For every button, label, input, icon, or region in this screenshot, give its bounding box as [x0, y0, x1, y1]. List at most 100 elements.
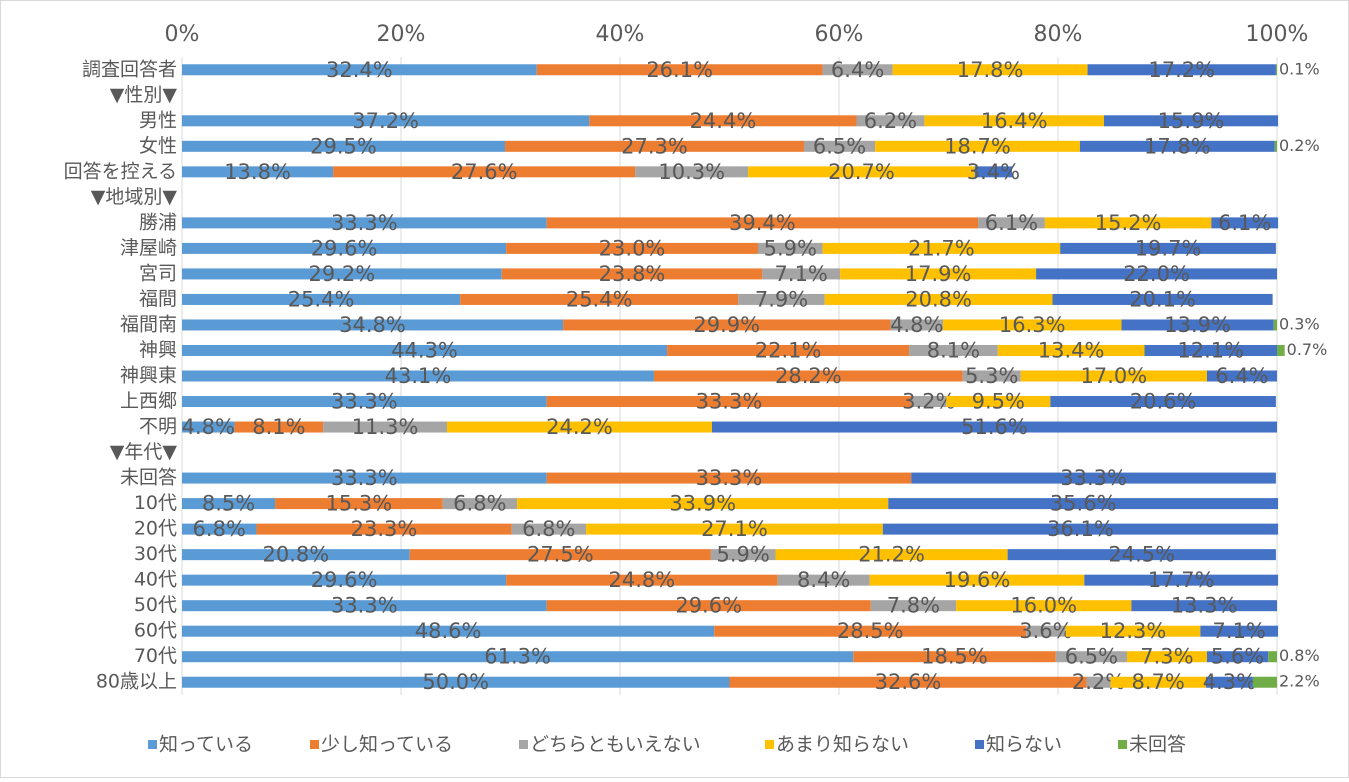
data-label: 23.3%: [351, 517, 418, 541]
bar-segment: [856, 115, 925, 127]
bar-segment: [1121, 319, 1274, 331]
bar-segment: [667, 344, 910, 356]
bar-segment: [546, 396, 912, 408]
bar-segment: [1273, 319, 1277, 331]
y-tick-label: 10代: [134, 492, 177, 514]
bar-segment: [997, 344, 1145, 356]
bar-segment: [822, 64, 893, 76]
bar-segment: [182, 600, 547, 612]
bar-segment: [275, 498, 443, 510]
legend-swatch: [519, 740, 528, 749]
data-label: 33.3%: [331, 466, 398, 490]
data-label: 50.0%: [422, 670, 489, 694]
bar-segment: [1103, 115, 1279, 127]
data-label: 25.4%: [288, 287, 355, 311]
legend-label: 知らない: [986, 734, 1062, 756]
data-label: 6.4%: [831, 58, 884, 82]
bar-segment: [853, 651, 1056, 663]
data-label: 5.6%: [1211, 645, 1264, 669]
legend-swatch: [975, 740, 984, 749]
data-label: 33.3%: [331, 594, 398, 618]
bar-segment: [182, 370, 654, 382]
bar-segment: [1044, 217, 1212, 229]
y-tick-label: 80歳以上: [96, 671, 177, 693]
bar-segment: [710, 549, 776, 561]
bar-segment: [738, 293, 825, 305]
data-label: 29.6%: [311, 568, 378, 592]
bar-segment: [762, 268, 841, 280]
data-label: 0.2%: [1279, 136, 1320, 155]
legend-label: どちらともいえない: [530, 734, 701, 756]
data-label: 13.9%: [1164, 313, 1231, 337]
data-label: 28.5%: [837, 619, 904, 643]
data-label: 16.0%: [1010, 594, 1077, 618]
y-tick-label: ▼年代▼: [110, 441, 178, 463]
bar-segment: [1131, 600, 1277, 612]
y-tick-label: 神興東: [120, 365, 177, 387]
data-label: 0.1%: [1279, 59, 1320, 78]
y-tick-label: 30代: [134, 543, 177, 565]
bar-segment: [1036, 268, 1277, 280]
data-label: 28.2%: [775, 364, 842, 388]
bar-segment: [775, 549, 1008, 561]
bar-segment: [182, 421, 235, 433]
y-tick-label: 福間: [139, 288, 177, 310]
data-label: 39.4%: [729, 211, 796, 235]
data-label: 3.4%: [967, 160, 1020, 184]
bar-segment: [182, 115, 590, 127]
bar-segment: [517, 498, 889, 510]
bar-segment: [442, 498, 518, 510]
data-label: 6.1%: [1218, 211, 1271, 235]
bar-segment: [182, 472, 547, 484]
data-label: 19.7%: [1135, 236, 1202, 260]
data-label: 5.3%: [965, 364, 1018, 388]
bar-segment: [182, 242, 507, 254]
bar-segment: [943, 319, 1122, 331]
bar-segment: [1007, 549, 1276, 561]
data-label: 13.8%: [224, 160, 291, 184]
data-label: 15.9%: [1158, 109, 1225, 133]
bar-segment: [511, 523, 587, 535]
data-label: 8.5%: [202, 492, 255, 516]
y-tick-label: 女性: [139, 135, 177, 157]
bar-segment: [1110, 676, 1206, 688]
bar-segment: [870, 600, 957, 612]
y-tick-label: 未回答: [120, 467, 177, 489]
data-label: 6.8%: [193, 517, 246, 541]
legend-label: 知っている: [159, 734, 253, 756]
legend-swatch: [148, 740, 157, 749]
data-label: 6.5%: [1065, 645, 1118, 669]
y-tick-label: 70代: [134, 645, 177, 667]
x-tick-label: 60%: [815, 22, 864, 47]
y-tick-label: 20代: [134, 518, 177, 540]
data-label: 33.3%: [696, 466, 763, 490]
bar-segment: [182, 268, 502, 280]
data-label: 5.9%: [764, 236, 817, 260]
data-label: 6.4%: [1215, 364, 1268, 388]
bar-segment: [840, 268, 1037, 280]
bar-segment: [1079, 140, 1275, 152]
bar-segment: [1052, 293, 1273, 305]
bar-segment: [1050, 396, 1276, 408]
data-label: 27.6%: [451, 160, 518, 184]
data-label: 29.5%: [310, 134, 377, 158]
data-label: 29.9%: [693, 313, 760, 337]
data-label: 33.3%: [331, 390, 398, 414]
data-label: 29.6%: [675, 594, 742, 618]
bar-segment: [1065, 625, 1201, 637]
data-label: 7.3%: [1140, 645, 1193, 669]
x-tick-label: 40%: [596, 22, 645, 47]
data-label: 0.8%: [1279, 646, 1320, 665]
bar-segment: [323, 421, 447, 433]
bar-segment: [182, 625, 715, 637]
bar-segment: [182, 217, 547, 229]
data-label: 6.8%: [522, 517, 575, 541]
data-label: 21.2%: [858, 543, 925, 567]
bar-segment: [501, 268, 763, 280]
data-label: 6.1%: [985, 211, 1038, 235]
data-label: 19.6%: [944, 568, 1011, 592]
data-label: 22.1%: [755, 338, 822, 362]
data-label: 16.3%: [999, 313, 1066, 337]
bar-segment: [1211, 217, 1279, 229]
data-label: 0.7%: [1287, 340, 1328, 359]
